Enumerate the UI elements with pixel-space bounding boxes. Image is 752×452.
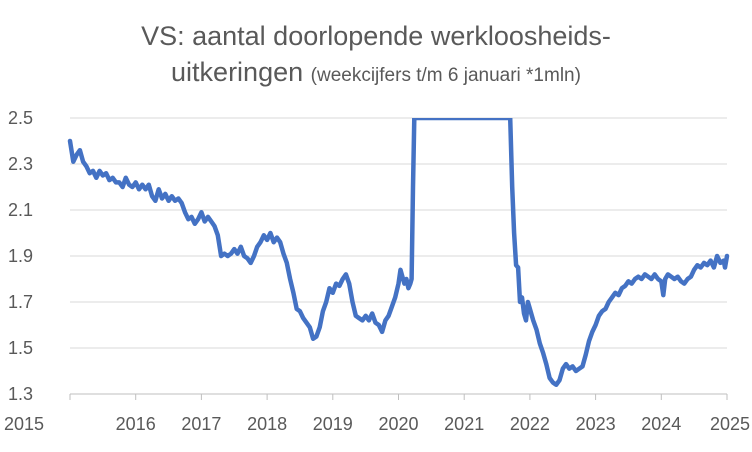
y-tick-label: 1.9 xyxy=(8,246,33,266)
series-group xyxy=(67,118,730,388)
x-tick-label: 2024 xyxy=(641,414,681,434)
chart-title-line2: uitkeringen (weekcijfers t/m 6 januari *… xyxy=(0,54,752,94)
x-tick-label: 2019 xyxy=(313,414,353,434)
chart-title: VS: aantal doorlopende werkloosheids- ui… xyxy=(0,18,752,94)
y-tick-label: 2.1 xyxy=(8,200,33,220)
y-tick-label: 1.7 xyxy=(8,292,33,312)
chart-subtitle: (weekcijfers t/m 6 januari *1mln) xyxy=(310,65,581,86)
x-tick-label: 2023 xyxy=(576,414,616,434)
x-tick-label: 2015 xyxy=(4,414,44,434)
x-tick-label: 2021 xyxy=(444,414,484,434)
y-axis-ticks: 2.5 2.3 2.1 1.9 1.7 1.5 1.3 xyxy=(8,108,33,404)
x-tick-label: 2025 xyxy=(710,414,750,434)
series-line-0 xyxy=(67,118,730,388)
y-tick-label: 2.5 xyxy=(8,108,33,128)
chart-title-line1: VS: aantal doorlopende werkloosheids- xyxy=(141,21,611,51)
x-axis-ticks: 2015 2016 2017 2018 2019 2020 2021 2022 2023 2024… xyxy=(4,414,750,434)
y-tick-label: 1.3 xyxy=(8,384,33,404)
chart-title-line2-main: uitkeringen xyxy=(171,57,304,87)
gridlines xyxy=(69,117,728,400)
x-tick-label: 2018 xyxy=(247,414,287,434)
y-tick-label: 2.3 xyxy=(8,154,33,174)
x-tick-label: 2017 xyxy=(181,414,221,434)
x-tick-label: 2016 xyxy=(116,414,156,434)
y-tick-label: 1.5 xyxy=(8,338,33,358)
x-tick-label: 2020 xyxy=(378,414,418,434)
x-tick-label: 2022 xyxy=(510,414,550,434)
